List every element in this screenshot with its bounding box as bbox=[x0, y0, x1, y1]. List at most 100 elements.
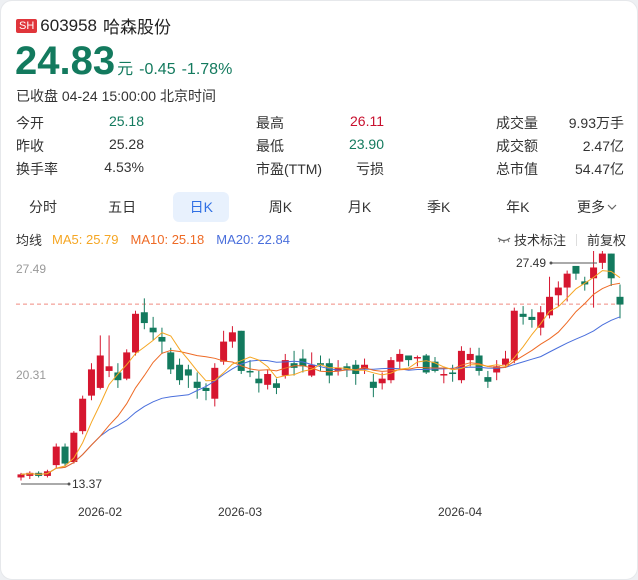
candle-body bbox=[431, 361, 439, 371]
chevron-down-icon bbox=[607, 204, 617, 210]
stat-value: 4.53% bbox=[104, 159, 144, 175]
candle-body bbox=[528, 316, 536, 320]
candle-body bbox=[176, 364, 184, 381]
stat-value: 25.28 bbox=[108, 136, 144, 152]
candle-body bbox=[572, 265, 580, 274]
tech-annotation-label: 技术标注 bbox=[513, 233, 566, 248]
stats-row: 今开 25.18 最高 26.11 成交量 9.93万手 bbox=[16, 113, 626, 136]
tab-monthly-k[interactable]: 月K bbox=[347, 199, 372, 215]
candle-body bbox=[220, 341, 228, 362]
candle-body bbox=[140, 312, 148, 324]
candle-body bbox=[96, 355, 104, 388]
stat-label: 最高 bbox=[256, 115, 284, 131]
candle-body bbox=[405, 355, 413, 361]
candle-body bbox=[52, 446, 60, 466]
candle-body bbox=[105, 366, 113, 371]
eye-closed-icon bbox=[497, 237, 511, 243]
price-adjust-button[interactable]: 前复权 bbox=[586, 233, 626, 248]
stats-grid: 今开 25.18 最高 26.11 成交量 9.93万手 昨收 25.28 最低… bbox=[16, 113, 626, 182]
candle-body bbox=[387, 360, 395, 381]
ma10-line bbox=[20, 282, 621, 475]
chart-options: 技术标注 前复权 bbox=[497, 230, 626, 249]
candle-body bbox=[413, 357, 421, 359]
candle-body bbox=[554, 287, 562, 296]
candle-body bbox=[123, 352, 131, 379]
candle-body bbox=[202, 387, 210, 391]
x-axis-label: 2026-02 bbox=[78, 505, 123, 519]
tab-intraday[interactable]: 分时 bbox=[29, 199, 57, 215]
low-marker-label: 13.37 bbox=[72, 477, 102, 491]
tab-weekly-k[interactable]: 周K bbox=[268, 199, 293, 215]
ma5-value: MA5: 25.79 bbox=[52, 232, 119, 247]
exchange-badge: SH bbox=[16, 18, 38, 33]
tab-daily-k[interactable]: 日K bbox=[173, 192, 230, 222]
stat-value: 26.11 bbox=[350, 113, 384, 129]
stat-label: 成交额 bbox=[496, 138, 538, 154]
high-marker-label: 27.49 bbox=[516, 256, 546, 270]
candle-body bbox=[272, 383, 280, 388]
stock-header: SH 603958 哈森股份 bbox=[16, 13, 171, 38]
ma20-value: MA20: 22.84 bbox=[216, 232, 290, 247]
stat-label: 最低 bbox=[256, 138, 284, 154]
stat-value: 亏损 bbox=[356, 161, 384, 177]
candle-body bbox=[237, 330, 245, 371]
ma5-line bbox=[20, 270, 621, 475]
stat-label: 总市值 bbox=[496, 161, 538, 177]
candle-body bbox=[211, 367, 219, 399]
candle-body bbox=[61, 446, 69, 464]
y-axis-label: 27.49 bbox=[16, 262, 46, 276]
candle-body bbox=[616, 296, 624, 305]
candle-body bbox=[79, 398, 87, 432]
candle-body bbox=[246, 370, 254, 373]
candle-body bbox=[598, 253, 606, 263]
candle-body bbox=[590, 267, 598, 279]
candle-body bbox=[466, 353, 474, 361]
candle-body bbox=[264, 374, 272, 385]
candle-body bbox=[537, 312, 545, 328]
low-marker-dot bbox=[67, 482, 71, 486]
candle-body bbox=[563, 273, 571, 288]
period-tabs: 分时 五日 日K 周K 月K 季K 年K 更多 bbox=[15, 192, 625, 222]
candle-body bbox=[493, 366, 501, 373]
candle-body bbox=[26, 472, 34, 476]
tech-annotation-toggle[interactable]: 技术标注 bbox=[497, 230, 566, 249]
tab-more-label: 更多 bbox=[576, 199, 605, 215]
tab-yearly-k[interactable]: 年K bbox=[506, 199, 530, 215]
ma20-line bbox=[20, 316, 621, 475]
stat-label: 市盈(TTM) bbox=[256, 161, 323, 177]
stats-row: 昨收 25.28 最低 23.90 成交额 2.47亿 bbox=[16, 136, 626, 159]
candle-body bbox=[422, 355, 430, 373]
candle-body bbox=[114, 372, 122, 381]
high-marker-dot bbox=[549, 261, 553, 265]
candle-body bbox=[193, 381, 201, 388]
candle-body bbox=[519, 313, 527, 317]
candlestick-chart[interactable]: 27.49 20.31 27.49 13.37 bbox=[1, 251, 638, 501]
candle-body bbox=[501, 358, 509, 365]
price-change: -0.45 bbox=[139, 61, 176, 78]
tab-more[interactable]: 更多 bbox=[569, 192, 625, 222]
candle-body bbox=[334, 367, 342, 371]
stats-row: 换手率 4.53% 市盈(TTM) 亏损 总市值 54.47亿 bbox=[16, 159, 626, 182]
stat-label: 成交量 bbox=[496, 115, 538, 131]
market-status: 已收盘 04-24 15:00:00 北京时间 bbox=[16, 88, 216, 104]
stock-name: 哈森股份 bbox=[103, 18, 172, 37]
stat-label: 今开 bbox=[16, 115, 44, 131]
stat-value: 23.90 bbox=[348, 136, 384, 152]
tab-quarterly-k[interactable]: 季K bbox=[427, 199, 451, 215]
divider bbox=[575, 233, 577, 246]
candle-body bbox=[228, 332, 236, 342]
candle-body bbox=[70, 432, 78, 463]
stat-value: 54.47亿 bbox=[574, 161, 624, 177]
candle-body bbox=[369, 381, 377, 388]
candle-body bbox=[255, 378, 263, 384]
ma-legend: 均线 MA5: 25.79 MA10: 25.18 MA20: 22.84 技术… bbox=[16, 230, 626, 249]
candle-body bbox=[158, 336, 166, 342]
tab-five-day[interactable]: 五日 bbox=[108, 199, 137, 215]
candle-body bbox=[325, 363, 333, 376]
stat-value: 9.93万手 bbox=[568, 115, 624, 131]
candle-body bbox=[317, 363, 324, 365]
ma10-value: MA10: 25.18 bbox=[130, 232, 205, 247]
candle-body bbox=[184, 369, 192, 376]
candle-body bbox=[449, 372, 457, 375]
x-axis-label: 2026-04 bbox=[438, 505, 483, 519]
